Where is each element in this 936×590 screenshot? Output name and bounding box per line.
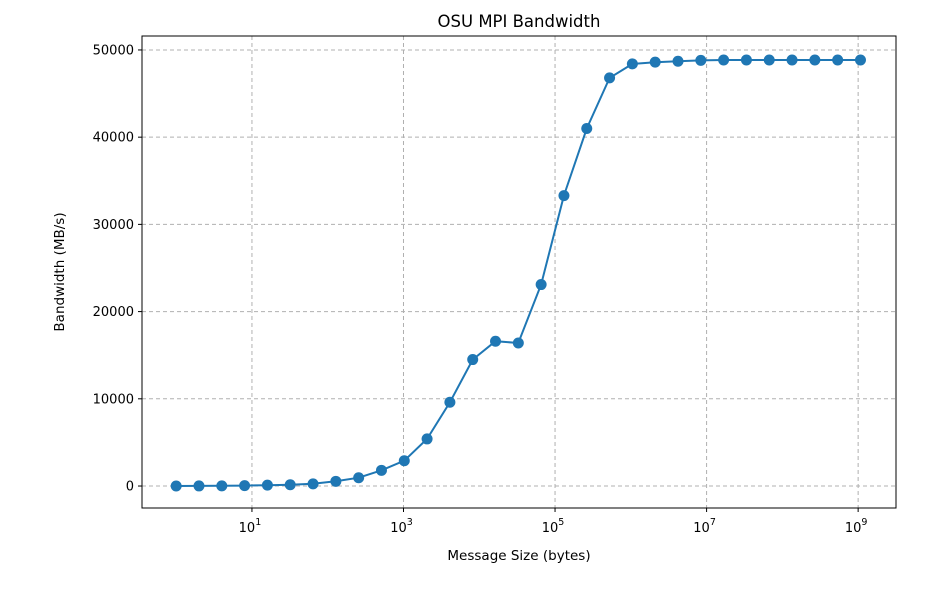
data-point [604,72,616,84]
data-point [490,335,502,347]
data-point [239,480,251,492]
y-axis-label: Bandwidth (MB/s) [52,212,68,331]
data-point [512,337,524,349]
data-point [672,55,684,67]
y-axis-ticks: 0 10000 20000 30000 40000 50000 [93,43,142,495]
x-tick-label: 109 [845,517,868,536]
data-point [535,279,547,291]
data-point [832,54,844,66]
data-point [216,480,228,492]
data-point [330,475,342,487]
data-point [854,54,866,66]
data-point [695,54,707,66]
data-point [467,354,479,366]
data-point [740,54,752,66]
x-tick-label: 105 [542,517,565,536]
y-tick-label: 40000 [93,131,134,146]
x-tick-label: 103 [390,517,413,536]
bandwidth-line [176,59,861,487]
data-point [375,464,387,476]
data-point [398,455,410,467]
data-point [353,472,365,484]
data-point [444,396,456,408]
chart-title: OSU MPI Bandwidth [438,12,601,31]
data-point [786,54,798,66]
data-point [626,58,638,70]
data-point [649,56,661,68]
data-point [718,54,730,66]
data-point [170,480,182,492]
data-point [307,478,319,490]
y-tick-label: 50000 [93,43,134,58]
data-point [284,479,296,491]
x-axis-ticks: 101 103 105 107 109 [239,508,868,536]
data-point [581,122,593,134]
x-tick-label: 107 [693,517,716,536]
data-point [763,54,775,66]
y-tick-label: 10000 [93,392,134,407]
x-axis-label: Message Size (bytes) [447,548,590,564]
y-tick-label: 20000 [93,305,134,320]
grid [142,36,896,508]
data-point [261,479,273,491]
data-point [558,190,570,202]
data-point [809,54,821,66]
x-tick-label: 101 [239,517,262,536]
y-tick-label: 30000 [93,218,134,233]
series-line [170,54,866,492]
y-tick-label: 0 [126,480,134,495]
data-point [193,480,205,492]
data-point [421,433,433,445]
plot-frame [141,35,897,509]
